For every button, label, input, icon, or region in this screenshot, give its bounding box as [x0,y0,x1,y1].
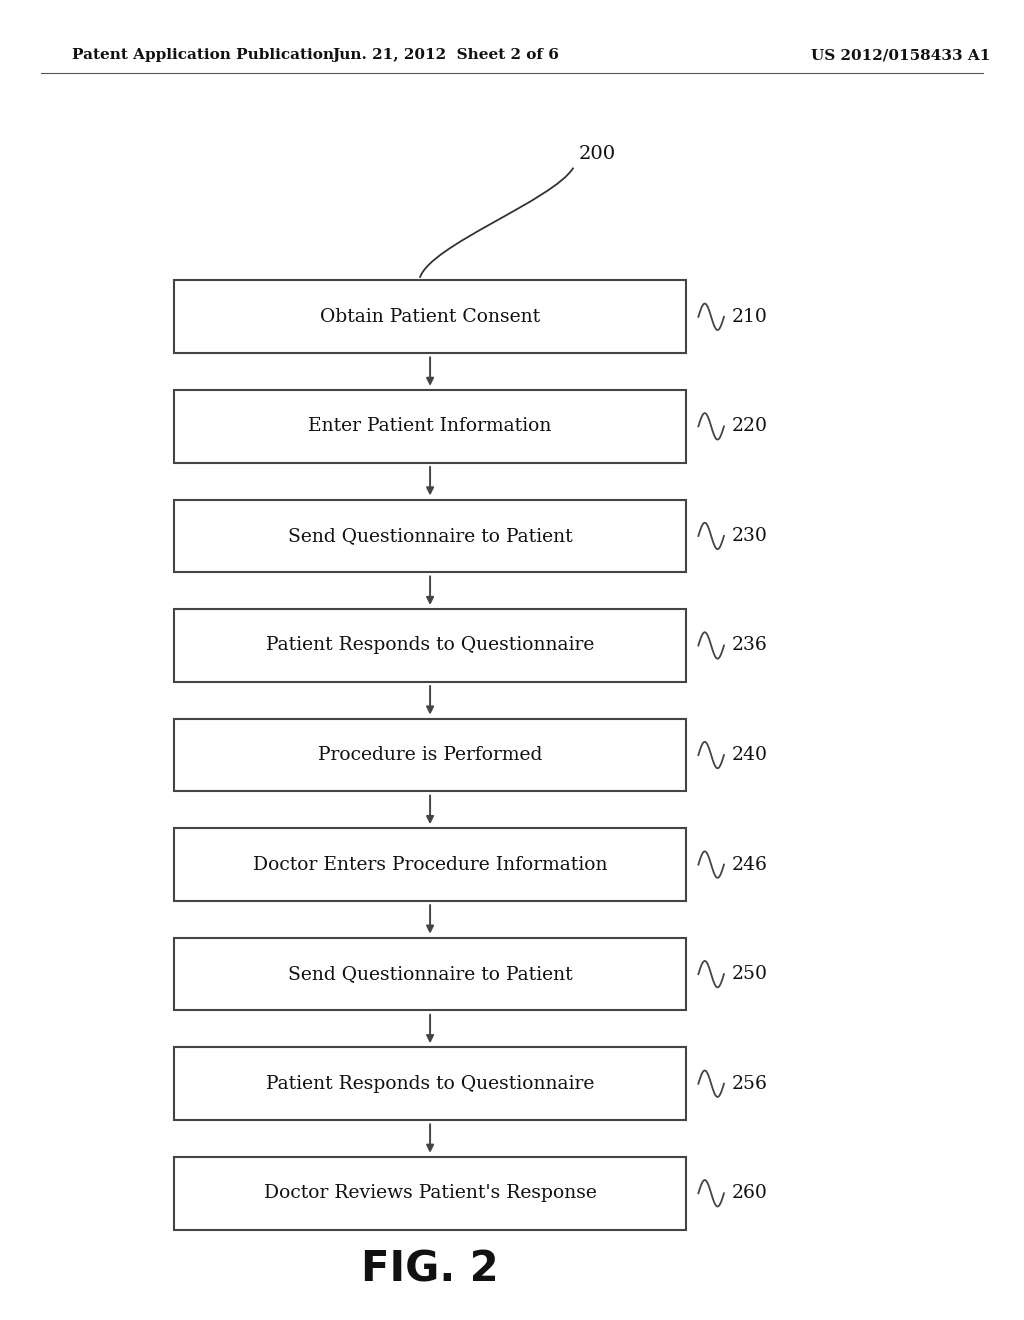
Text: Patient Responds to Questionnaire: Patient Responds to Questionnaire [266,1074,594,1093]
Text: Patient Responds to Questionnaire: Patient Responds to Questionnaire [266,636,594,655]
FancyBboxPatch shape [174,389,686,462]
Text: Patent Application Publication: Patent Application Publication [72,49,334,62]
FancyBboxPatch shape [174,280,686,352]
FancyBboxPatch shape [174,829,686,902]
Text: Doctor Reviews Patient's Response: Doctor Reviews Patient's Response [263,1184,597,1203]
Text: Obtain Patient Consent: Obtain Patient Consent [321,308,540,326]
Text: US 2012/0158433 A1: US 2012/0158433 A1 [811,49,991,62]
Text: Send Questionnaire to Patient: Send Questionnaire to Patient [288,965,572,983]
Text: Doctor Enters Procedure Information: Doctor Enters Procedure Information [253,855,607,874]
FancyBboxPatch shape [174,499,686,573]
Text: 246: 246 [732,855,768,874]
FancyBboxPatch shape [174,610,686,681]
Text: Enter Patient Information: Enter Patient Information [308,417,552,436]
Text: 240: 240 [732,746,768,764]
Text: 256: 256 [732,1074,768,1093]
Text: 230: 230 [732,527,768,545]
FancyBboxPatch shape [174,1156,686,1230]
FancyBboxPatch shape [174,937,686,1011]
Text: FIG. 2: FIG. 2 [361,1249,499,1291]
Text: 250: 250 [732,965,768,983]
Text: 200: 200 [579,145,615,164]
Text: 260: 260 [732,1184,768,1203]
Text: Procedure is Performed: Procedure is Performed [317,746,543,764]
Text: Jun. 21, 2012  Sheet 2 of 6: Jun. 21, 2012 Sheet 2 of 6 [332,49,559,62]
Text: 210: 210 [732,308,768,326]
FancyBboxPatch shape [174,1048,686,1119]
Text: 220: 220 [732,417,768,436]
Text: 236: 236 [732,636,768,655]
FancyBboxPatch shape [174,718,686,792]
Text: Send Questionnaire to Patient: Send Questionnaire to Patient [288,527,572,545]
